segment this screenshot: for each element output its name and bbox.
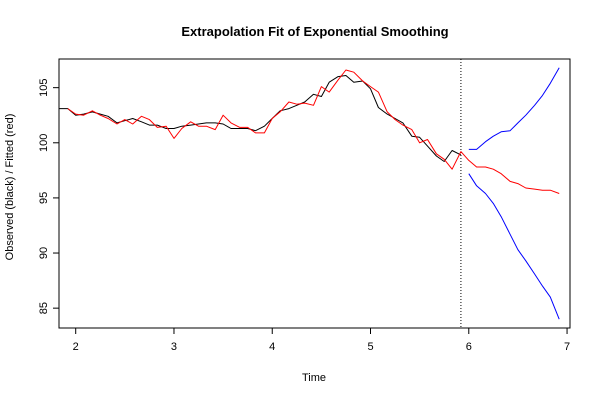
- x-tick-label: 5: [367, 341, 373, 353]
- plot-area-frame: [58, 58, 571, 329]
- y-tick-label: 85: [38, 302, 50, 314]
- fitted-series-line: [67, 69, 560, 194]
- x-tick-label: 4: [269, 341, 275, 353]
- y-tick-label: 105: [38, 78, 50, 96]
- axes: 2 3 4 5 6 7 85 90 95 100 105: [38, 78, 570, 353]
- series-layer: [59, 59, 560, 328]
- x-tick-label: 3: [171, 341, 177, 353]
- x-axis-label: Time: [302, 372, 326, 384]
- x-tick-label: 2: [73, 341, 79, 353]
- y-tick-label: 100: [38, 134, 50, 152]
- x-tick-label: 7: [564, 341, 570, 353]
- y-axis-label: Observed (black) / Fitted (red): [4, 114, 16, 261]
- y-tick-label: 95: [38, 192, 50, 204]
- y-tick-label: 90: [38, 247, 50, 259]
- upper-series-line: [468, 67, 560, 150]
- lower-series-line: [468, 173, 560, 320]
- chart-title: Extrapolation Fit of Exponential Smoothi…: [181, 24, 448, 39]
- x-tick-label: 6: [466, 341, 472, 353]
- observed-series-line: [59, 75, 462, 162]
